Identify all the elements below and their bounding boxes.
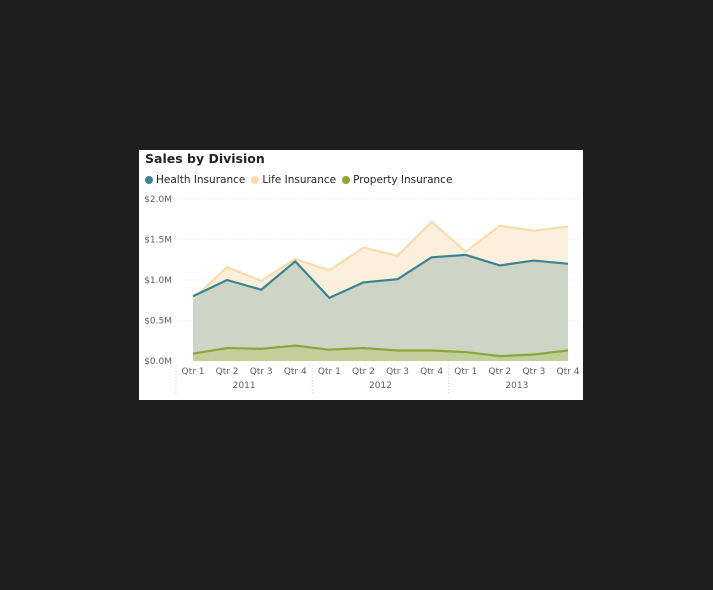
x-group-label: 2012 [369,381,392,391]
line-life-insurance [192,220,569,301]
area-property-insurance [193,345,568,361]
chart-card: Sales by Division Health Insurance Life … [139,150,583,400]
legend-label-property: Property Insurance [353,174,453,186]
line-health-insurance [192,253,569,299]
x-tick-label: Qtr 2 [352,367,375,377]
y-tick-label: $0.5M [144,317,172,327]
x-group-label: 2013 [505,381,528,391]
x-tick-label: Qtr 4 [284,367,307,377]
chart-legend: Health Insurance Life Insurance Property… [145,174,458,186]
legend-item-health[interactable]: Health Insurance [145,174,245,186]
line-property-insurance [192,344,569,358]
legend-marker-life [251,176,260,184]
legend-label-life: Life Insurance [262,174,337,186]
legend-item-property[interactable]: Property Insurance [342,174,452,186]
x-tick-label: Qtr 3 [250,367,273,377]
x-tick-label: Qtr 3 [522,367,545,377]
y-tick-label: $0.0M [144,357,172,367]
area-health-insurance [193,254,568,361]
legend-marker-health [145,176,153,184]
legend-label-health: Health Insurance [156,174,246,186]
legend-item-life[interactable]: Life Insurance [251,174,336,186]
y-tick-label: $1.0M [144,276,172,286]
legend-marker-property [342,176,351,184]
x-tick-label: Qtr 3 [386,367,409,377]
y-tick-label: $2.0M [144,195,172,205]
x-tick-label: Qtr 1 [318,367,341,377]
chart-title: Sales by Division [145,151,265,166]
x-tick-label: Qtr 2 [488,367,511,377]
area-chart: $0.0M $0.5M $1.0M $1.5M $2.0M Qtr 1 Qtr 2 Qtr 3… [144,195,580,393]
x-group-label: 2011 [233,381,256,391]
x-tick-label: Qtr 1 [454,367,477,377]
y-tick-label: $1.5M [144,236,172,246]
x-tick-label: Qtr 4 [557,367,580,377]
x-tick-label: Qtr 1 [182,367,205,377]
x-tick-label: Qtr 2 [216,367,239,377]
x-tick-label: Qtr 4 [420,367,443,377]
